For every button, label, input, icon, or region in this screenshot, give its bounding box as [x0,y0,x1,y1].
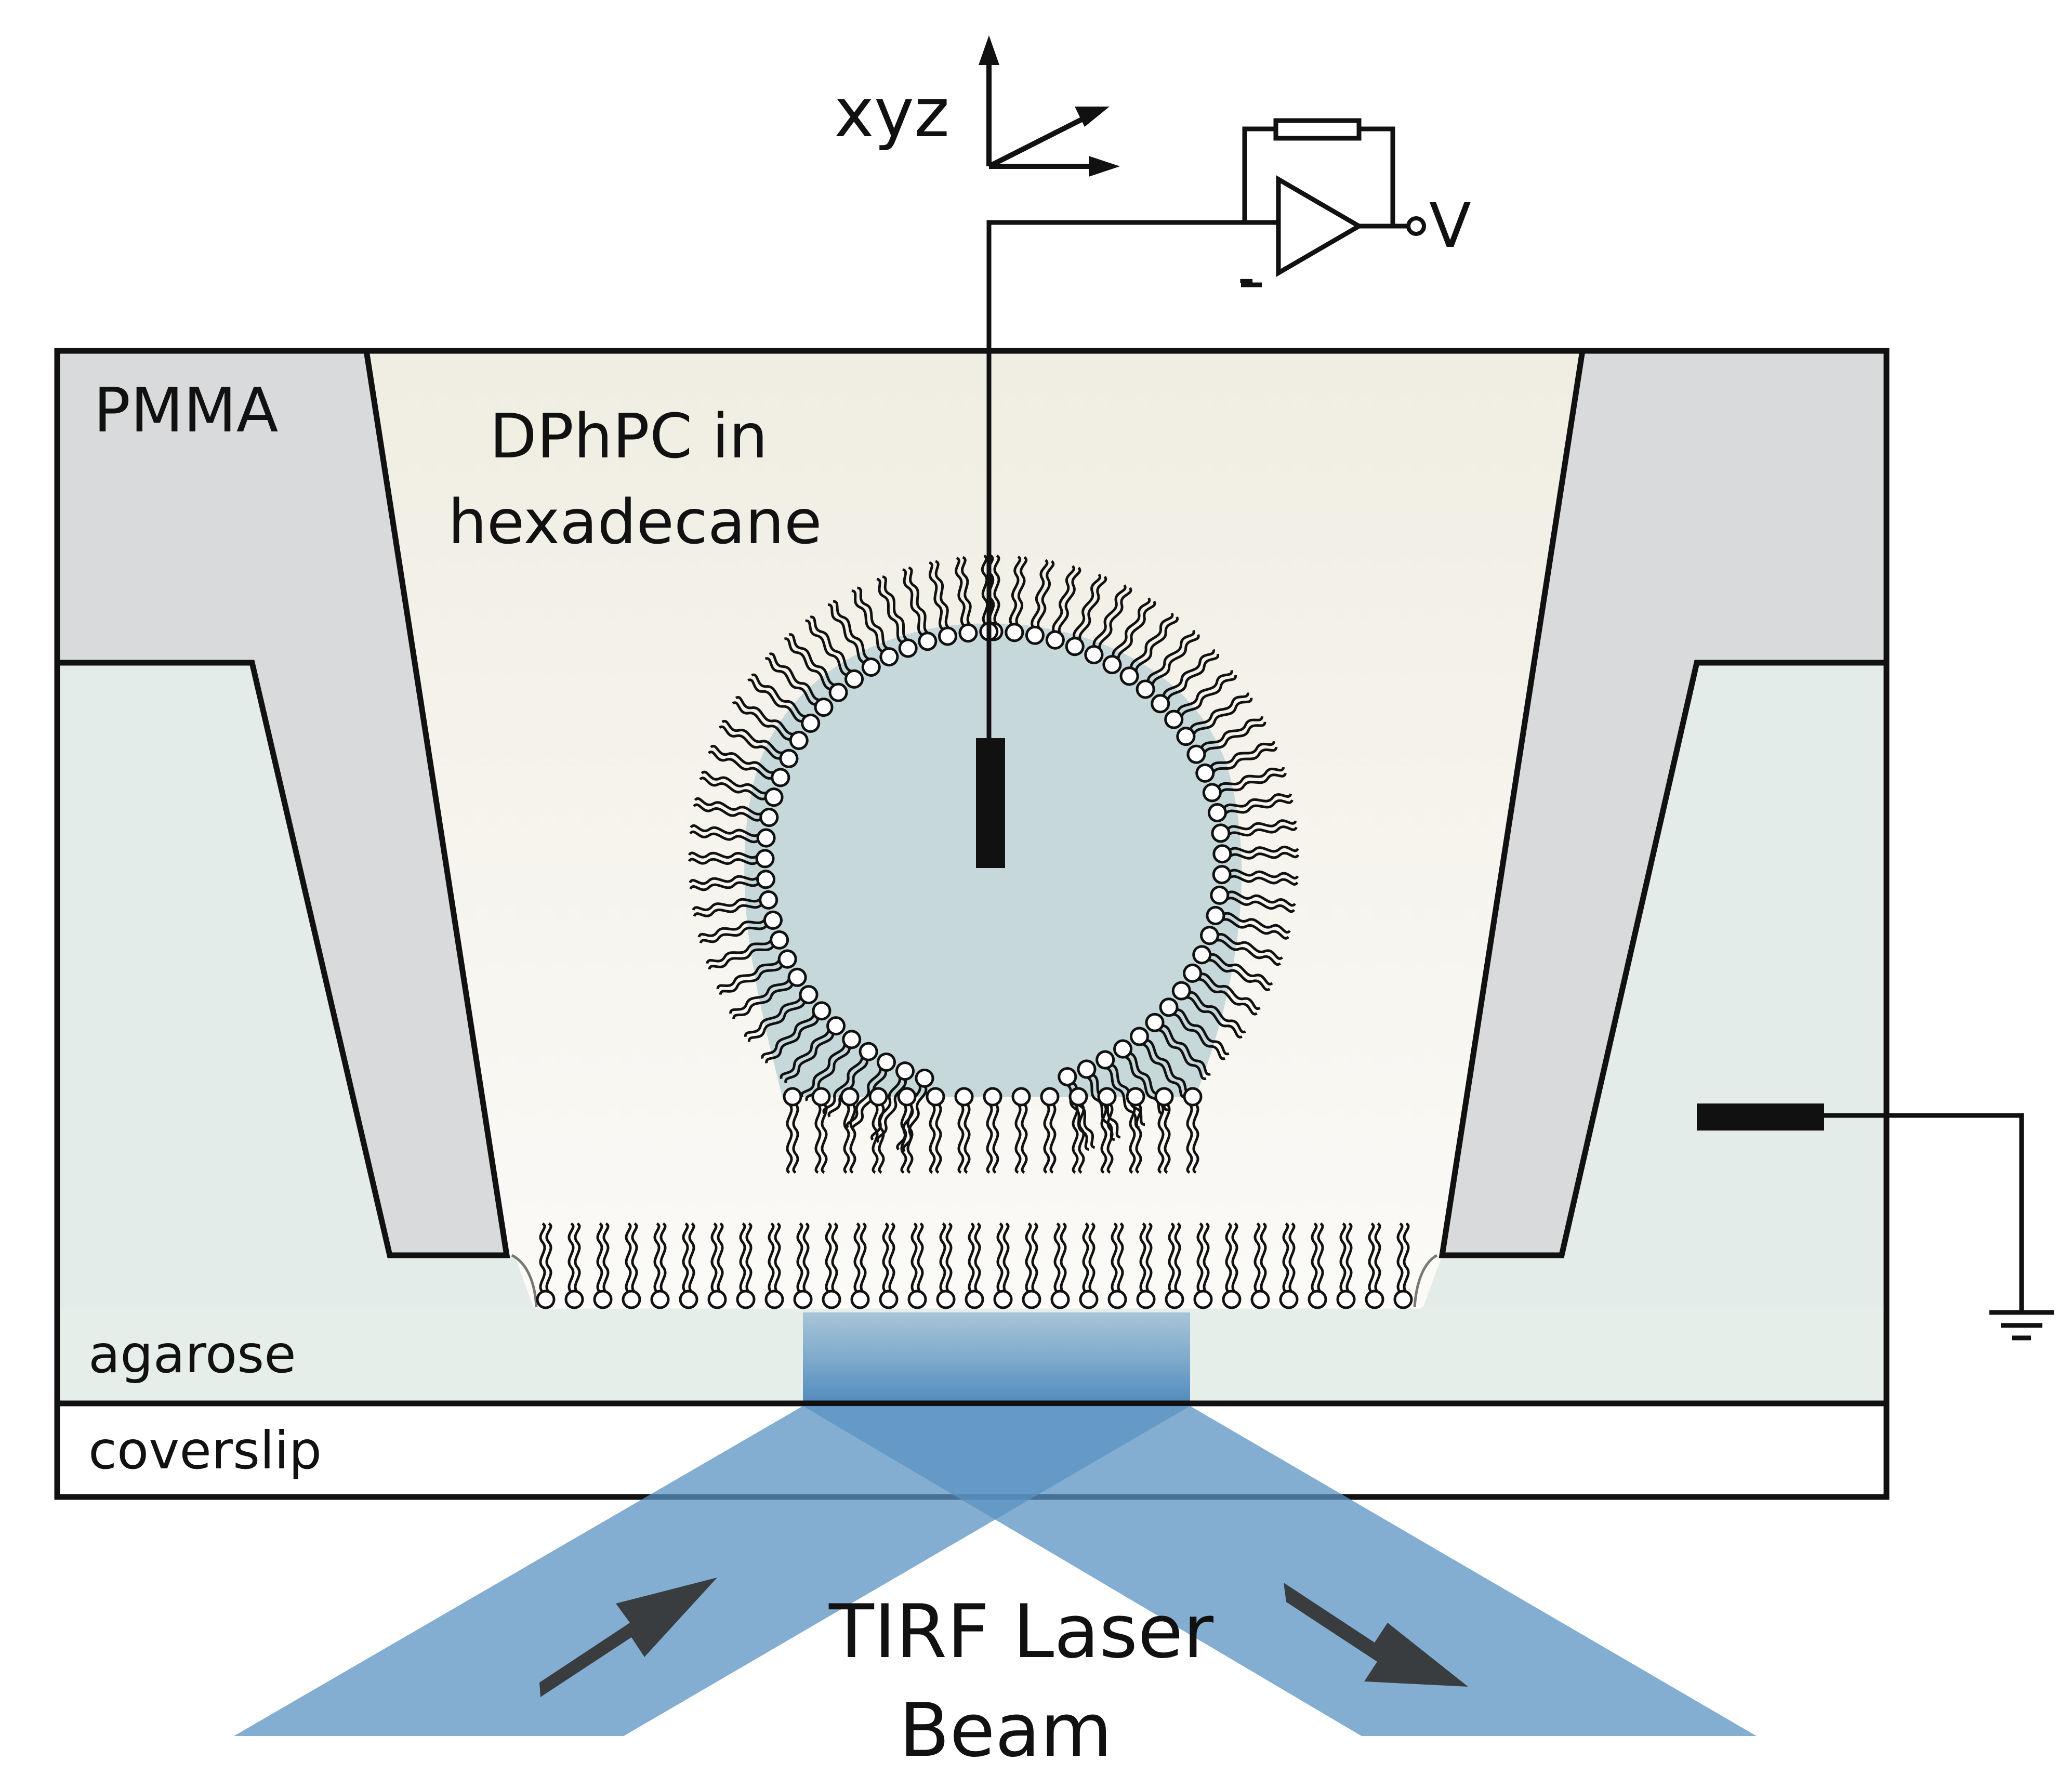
beam-in-arrow-icon [539,1578,717,1697]
agarose-right [1421,663,1886,1312]
pmma-label: PMMA [94,374,279,446]
solvent-label-line2: hexadecane [448,486,822,558]
electrode-wire [986,220,1245,738]
ground-symbol-icon [1989,1310,2054,1341]
electrode-icon [976,738,1005,868]
meniscus-left [511,1254,538,1308]
minus-label: - [1238,251,1255,305]
beam-out-arrow-icon [1284,1583,1468,1687]
meniscus-right [1413,1254,1438,1308]
laser-label-line2: Beam [899,1688,1112,1773]
laser-label-line1: TIRF Laser [828,1589,1214,1675]
laser-beam-outgoing [803,1406,1757,1736]
coverslip-label: coverslip [88,1420,322,1481]
agarose-label: agarose [88,1324,296,1385]
agarose-left [57,663,535,1312]
op-amp-icon [1241,118,1426,287]
ground-electrode-icon [1697,1103,1824,1131]
axes-label: xyz [834,73,949,152]
voltage-label: V [1429,190,1471,261]
solvent-label-line1: DPhPC in [490,400,768,472]
ground-wire [1824,1113,2024,1312]
xyz-axes-icon [979,35,1120,177]
output-terminal-icon [1406,216,1426,236]
laser-evanescent-zone [803,1312,1190,1403]
